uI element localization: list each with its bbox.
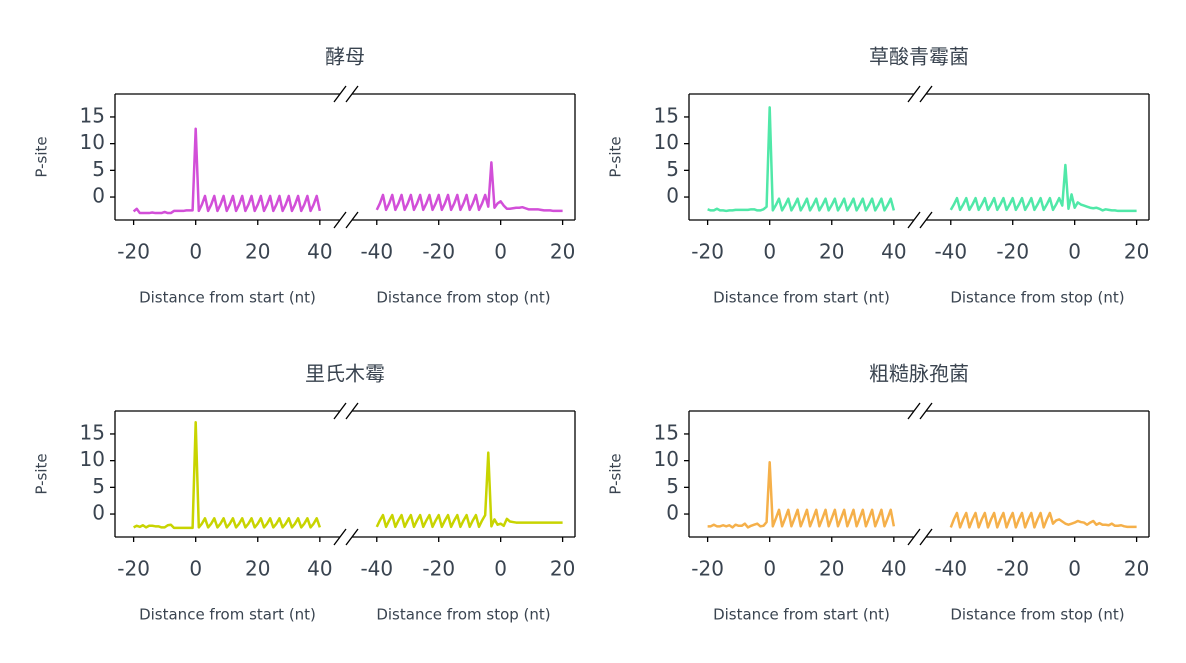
x-tick-label: -40 xyxy=(934,240,967,264)
axis-break xyxy=(333,85,347,103)
axis-break xyxy=(907,402,921,420)
y-tick-label: 10 xyxy=(654,447,679,471)
x-tick-label: 20 xyxy=(550,240,575,264)
x-tick-label: -20 xyxy=(996,240,1029,264)
y-tick-label: 10 xyxy=(654,130,679,154)
data-line xyxy=(949,511,1137,529)
axis-break xyxy=(919,211,933,229)
x-tick-label: -40 xyxy=(934,557,967,581)
y-tick-label: 0 xyxy=(92,501,105,525)
x-tick-label: 20 xyxy=(819,557,844,581)
panel-title: 粗糙脉孢菌 xyxy=(869,362,969,386)
axis-break xyxy=(333,528,347,546)
x-tick-label: 20 xyxy=(1124,240,1149,264)
axis-break xyxy=(919,528,933,546)
x-tick-label: 0 xyxy=(1068,557,1081,581)
x-tick-label: 0 xyxy=(494,557,507,581)
y-tick-label: 10 xyxy=(80,130,105,154)
x-tick-label: 40 xyxy=(307,557,332,581)
x-tick-label: 40 xyxy=(881,240,906,264)
panel-title: 草酸青霉菌 xyxy=(869,45,969,69)
axis-break xyxy=(333,402,347,420)
y-axis-label: P-site xyxy=(33,453,51,494)
x-tick-label: 0 xyxy=(189,240,202,264)
x-tick-label: -20 xyxy=(996,557,1029,581)
x-tick-label: 20 xyxy=(819,240,844,264)
x-axis-label: Distance from stop (nt) xyxy=(376,606,550,624)
axis-break xyxy=(345,211,359,229)
x-tick-label: 20 xyxy=(1124,557,1149,581)
x-axis-label: Distance from stop (nt) xyxy=(950,289,1124,307)
y-axis-label: P-site xyxy=(607,453,625,494)
y-tick-label: 5 xyxy=(92,157,105,181)
x-tick-label: 0 xyxy=(763,557,776,581)
x-axis-label: Distance from start (nt) xyxy=(139,289,316,307)
data-line xyxy=(375,161,563,213)
x-tick-label: 0 xyxy=(763,240,776,264)
axis-break xyxy=(345,402,359,420)
x-axis-label: Distance from start (nt) xyxy=(713,289,890,307)
x-tick-label: 20 xyxy=(245,240,270,264)
x-tick-label: 20 xyxy=(550,557,575,581)
y-tick-label: 10 xyxy=(80,447,105,471)
y-tick-label: 15 xyxy=(654,103,679,127)
x-tick-label: -40 xyxy=(360,557,393,581)
x-tick-label: -20 xyxy=(117,240,150,264)
x-tick-label: 0 xyxy=(1068,240,1081,264)
y-axis-label: P-site xyxy=(33,136,51,177)
y-tick-label: 0 xyxy=(666,501,679,525)
x-tick-label: -20 xyxy=(422,240,455,264)
y-tick-label: 0 xyxy=(92,184,105,208)
y-tick-label: 5 xyxy=(666,474,679,498)
data-line xyxy=(707,106,896,213)
x-tick-label: 40 xyxy=(881,557,906,581)
y-tick-label: 15 xyxy=(654,420,679,444)
axis-break xyxy=(919,402,933,420)
x-axis-label: Distance from start (nt) xyxy=(713,606,890,624)
axis-break xyxy=(333,211,347,229)
axis-break xyxy=(907,85,921,103)
y-tick-label: 15 xyxy=(80,103,105,127)
x-axis-label: Distance from start (nt) xyxy=(139,606,316,624)
x-tick-label: 0 xyxy=(494,240,507,264)
panel-title: 里氏木霉 xyxy=(305,362,385,386)
x-tick-label: 20 xyxy=(245,557,270,581)
x-tick-label: -40 xyxy=(360,240,393,264)
x-tick-label: 40 xyxy=(307,240,332,264)
x-tick-label: -20 xyxy=(691,240,724,264)
y-tick-label: 5 xyxy=(92,474,105,498)
axis-break xyxy=(345,528,359,546)
y-axis-label: P-site xyxy=(607,136,625,177)
data-line xyxy=(375,451,563,529)
x-axis-label: Distance from stop (nt) xyxy=(376,289,550,307)
data-line xyxy=(949,163,1137,213)
data-line xyxy=(133,420,322,530)
y-tick-label: 0 xyxy=(666,184,679,208)
panel-title: 酵母 xyxy=(325,45,365,69)
data-line xyxy=(707,461,896,529)
axis-break xyxy=(919,85,933,103)
y-tick-label: 5 xyxy=(666,157,679,181)
x-tick-label: -20 xyxy=(422,557,455,581)
axis-break xyxy=(907,528,921,546)
x-axis-label: Distance from stop (nt) xyxy=(950,606,1124,624)
x-tick-label: -20 xyxy=(117,557,150,581)
y-tick-label: 15 xyxy=(80,420,105,444)
x-tick-label: -20 xyxy=(691,557,724,581)
x-tick-label: 0 xyxy=(189,557,202,581)
axis-break xyxy=(907,211,921,229)
axis-break xyxy=(345,85,359,103)
data-line xyxy=(132,127,322,215)
